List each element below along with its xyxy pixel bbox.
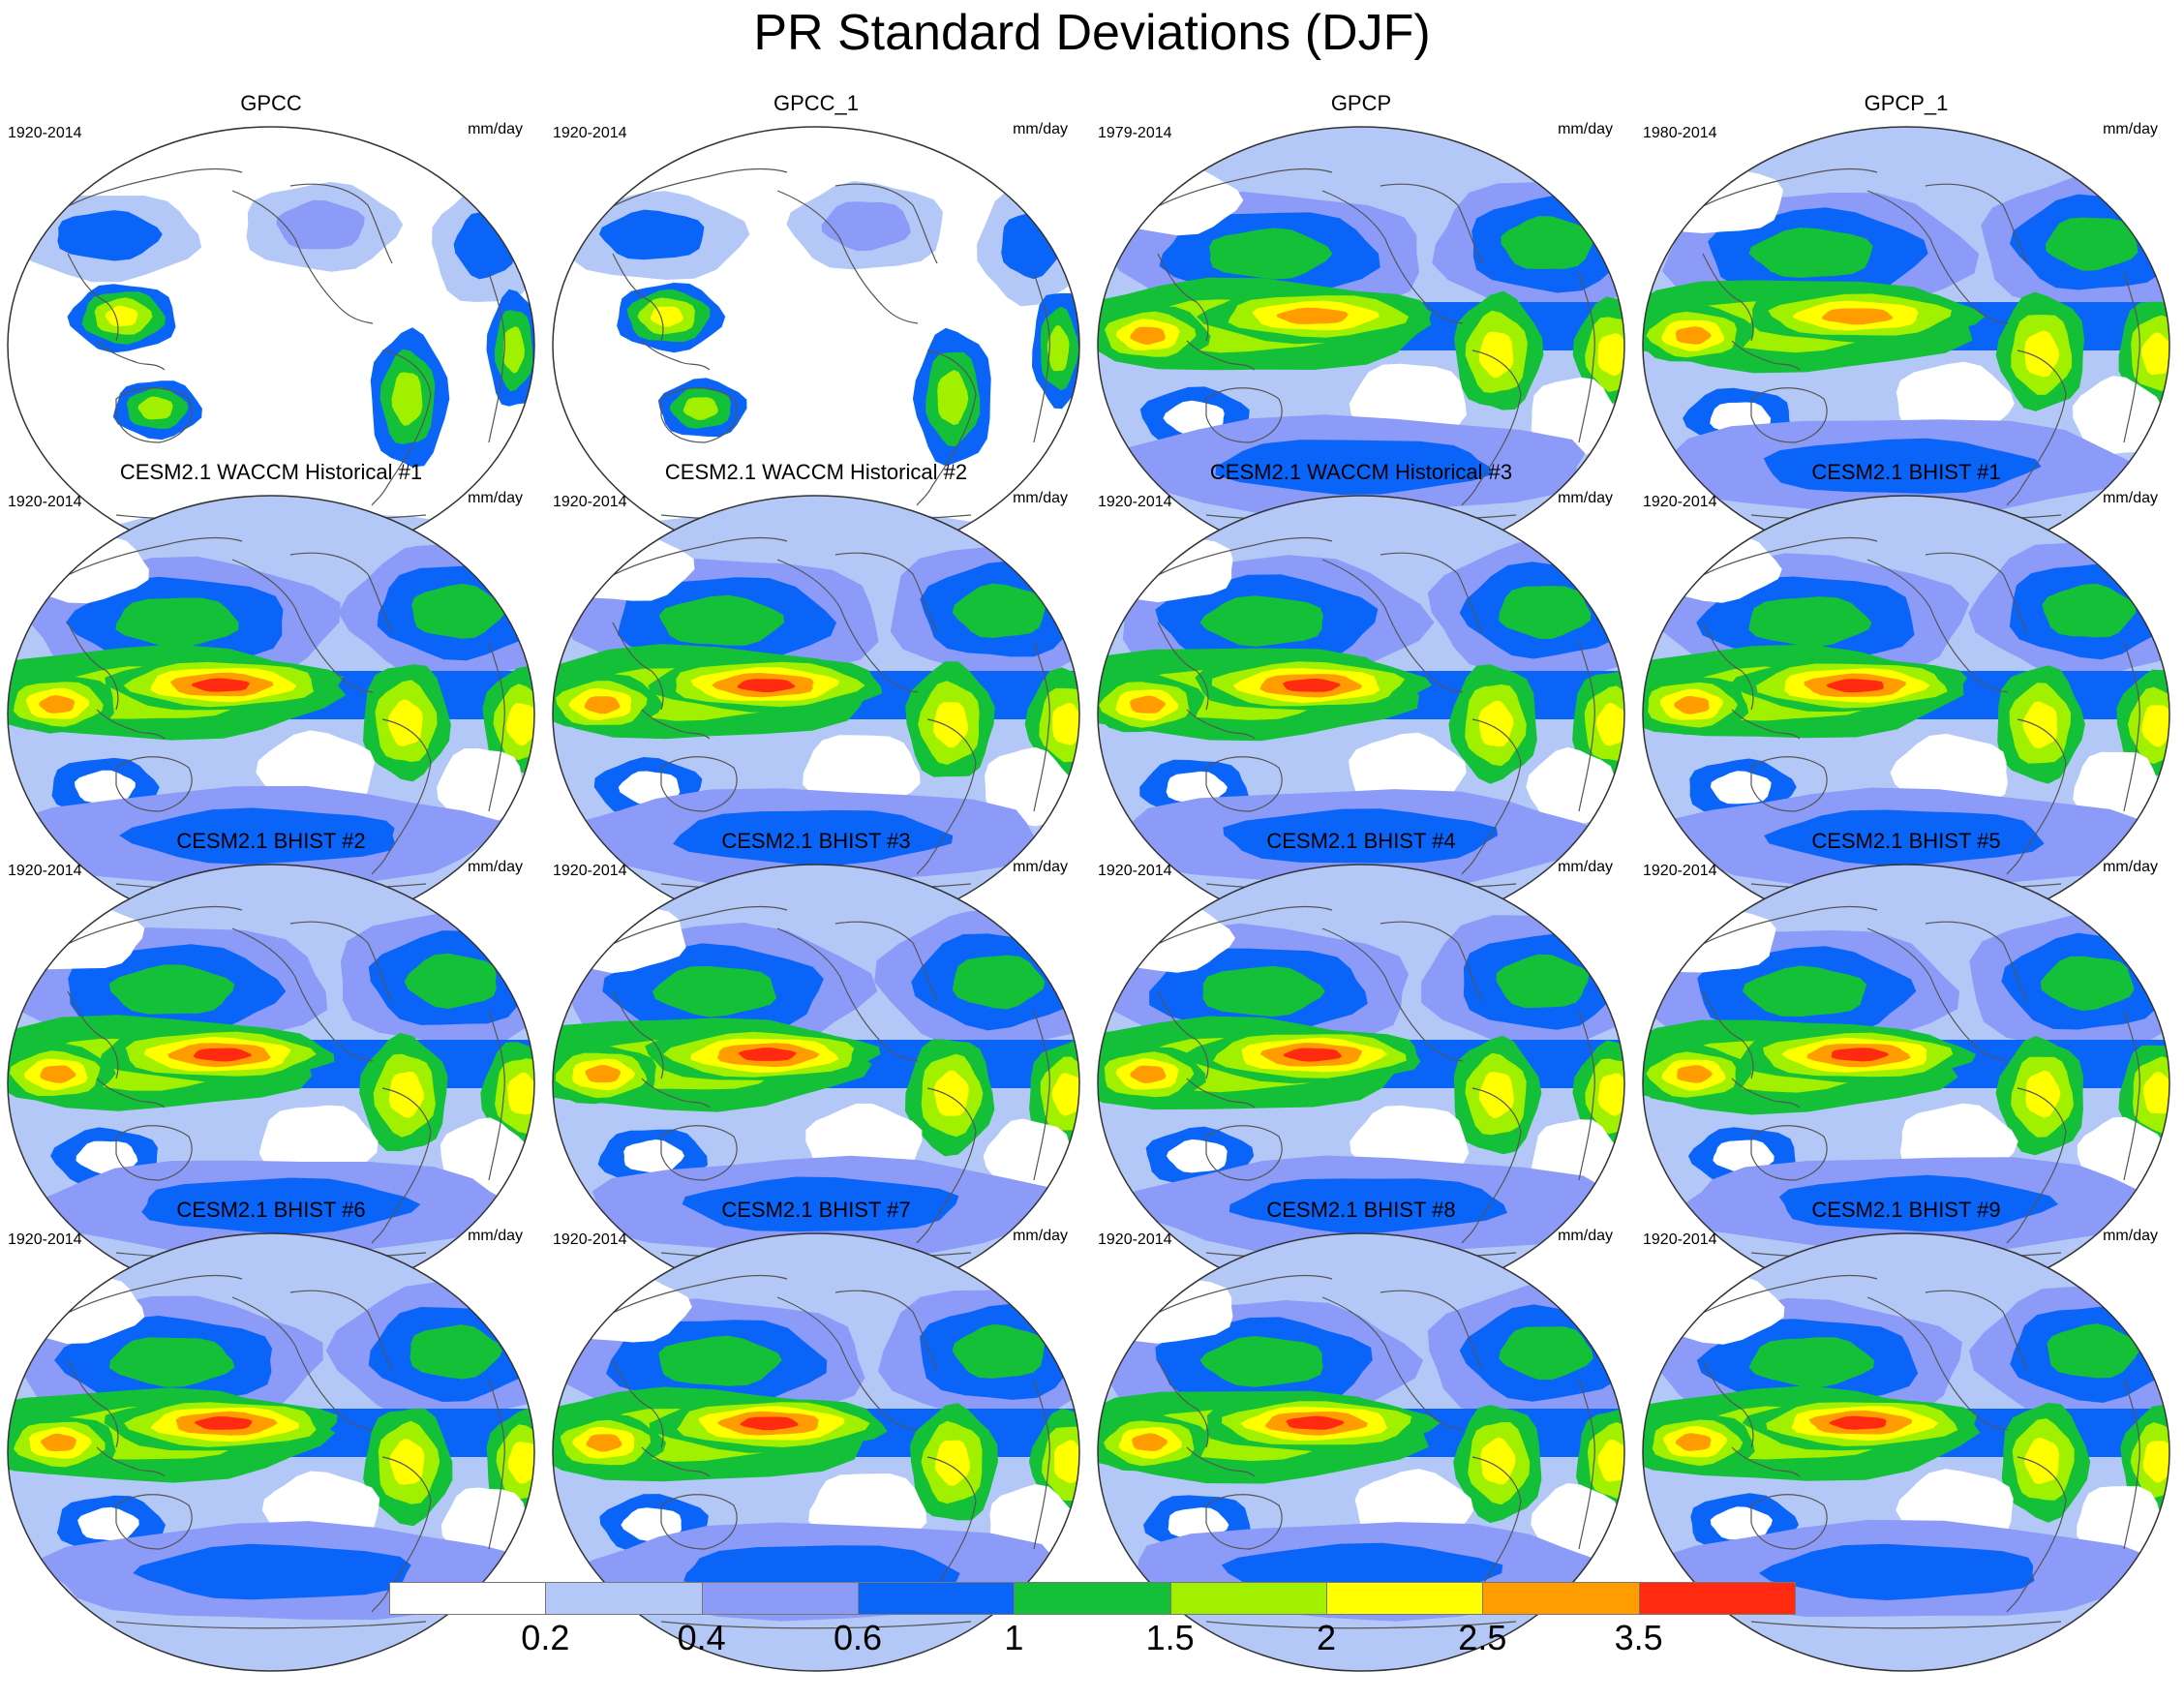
panel-units: mm/day [1558,121,1613,137]
panel-units: mm/day [1558,859,1613,875]
panel-period: 1920-2014 [1098,494,1172,510]
panel-units: mm/day [1558,1228,1613,1244]
colorbar [389,1582,1796,1617]
panel-title: CESM2.1 BHIST #7 [721,1198,911,1222]
panel-units: mm/day [468,490,523,506]
panel-period: 1920-2014 [553,125,627,141]
panel-title: CESM2.1 BHIST #3 [721,829,911,853]
panel-period: 1920-2014 [8,1231,82,1248]
map-panel: CESM2.1 BHIST #6 1920-2014 mm/day [0,1198,542,1701]
map-panel: CESM2.1 WACCM Historical #2 1920-2014 mm… [545,460,1087,963]
panel-title: CESM2.1 BHIST #1 [1811,460,2001,484]
colorbar-swatch [1169,1582,1327,1615]
map-panel: CESM2.1 BHIST #4 1920-2014 mm/day [1090,829,1632,1332]
panel-period: 1920-2014 [8,863,82,879]
world-map [7,495,535,934]
panel-units: mm/day [468,121,523,137]
panel-period: 1920-2014 [8,125,82,141]
colorbar-tick-label: 3.5 [1614,1618,1663,1657]
world-map [1097,864,1625,1303]
panel-title: CESM2.1 BHIST #8 [1266,1198,1456,1222]
world-map [1642,126,2170,565]
panel-period: 1920-2014 [1643,494,1717,510]
panel-units: mm/day [2103,121,2158,137]
panel-units: mm/day [1013,121,1068,137]
panel-period: 1920-2014 [1098,1231,1172,1248]
panel-title: GPCC_1 [773,91,860,115]
world-map [1642,495,2170,934]
world-map [1097,495,1625,934]
world-map [1097,126,1625,565]
panel-units: mm/day [1013,490,1068,506]
world-map [7,126,535,565]
colorbar-swatch [1482,1582,1640,1615]
panel-period: 1920-2014 [553,494,627,510]
panel-units: mm/day [1013,859,1068,875]
colorbar-swatch [701,1582,859,1615]
panel-title: CESM2.1 BHIST #6 [176,1198,366,1222]
panel-title: CESM2.1 BHIST #2 [176,829,366,853]
panel-title: GPCP [1330,91,1392,115]
panel-units: mm/day [1013,1228,1068,1244]
colorbar-tick-label: 0.4 [677,1618,726,1657]
colorbar-swatch [858,1582,1016,1615]
panel-title: CESM2.1 WACCM Historical #3 [1209,460,1513,484]
world-map [7,864,535,1303]
panel-period: 1920-2014 [1643,1231,1717,1248]
panel-units: mm/day [468,1228,523,1244]
map-panel: CESM2.1 BHIST #9 1920-2014 mm/day [1635,1198,2177,1701]
map-panel: GPCP_1 1980-2014 mm/day [1635,91,2177,594]
panel-title: CESM2.1 BHIST #5 [1811,829,2001,853]
colorbar-swatch [1638,1582,1796,1615]
map-panel: CESM2.1 BHIST #1 1920-2014 mm/day [1635,460,2177,963]
panel-title: GPCC [240,91,302,115]
world-map [1097,1232,1625,1672]
panel-period: 1920-2014 [1643,863,1717,879]
figure-title: PR Standard Deviations (DJF) [753,5,1431,61]
panel-units: mm/day [1558,490,1613,506]
panel-units: mm/day [2103,859,2158,875]
panel-units: mm/day [2103,1228,2158,1244]
panel-period: 1920-2014 [8,494,82,510]
colorbar-swatch [1014,1582,1171,1615]
map-panel: CESM2.1 BHIST #3 1920-2014 mm/day [545,829,1087,1332]
world-map [7,1232,535,1672]
panel-period: 1920-2014 [1098,863,1172,879]
panel-title: CESM2.1 WACCM Historical #2 [664,460,968,484]
panel-title: GPCP_1 [1864,91,1949,115]
world-map [552,495,1080,934]
panel-title: CESM2.1 BHIST #9 [1811,1198,2001,1222]
colorbar-tick-label: 0.6 [833,1618,883,1657]
panel-period: 1920-2014 [553,863,627,879]
colorbar-tick-label: 2.5 [1458,1618,1507,1657]
map-panel: GPCC 1920-2014 mm/day [0,91,542,594]
colorbar-swatch [1326,1582,1484,1615]
panel-title: CESM2.1 BHIST #4 [1266,829,1456,853]
map-panel: CESM2.1 WACCM Historical #1 1920-2014 mm… [0,460,542,963]
world-map [1642,1232,2170,1672]
panel-period: 1980-2014 [1643,125,1717,141]
panel-units: mm/day [468,859,523,875]
panel-period: 1920-2014 [553,1231,627,1248]
colorbar-tick-label: 0.2 [521,1618,570,1657]
panel-period: 1979-2014 [1098,125,1172,141]
colorbar-tick-label: 1.5 [1145,1618,1195,1657]
colorbar-swatch [545,1582,703,1615]
map-panel: GPCP 1979-2014 mm/day [1090,91,1632,594]
panel-title: CESM2.1 WACCM Historical #1 [119,460,423,484]
map-panel: CESM2.1 BHIST #2 1920-2014 mm/day [0,829,542,1332]
map-panel: CESM2.1 BHIST #8 1920-2014 mm/day [1090,1198,1632,1701]
colorbar-swatch [389,1582,547,1615]
panel-units: mm/day [2103,490,2158,506]
world-map [552,864,1080,1303]
map-panel: CESM2.1 WACCM Historical #3 1920-2014 mm… [1090,460,1632,963]
colorbar-tick-label: 1 [1004,1618,1024,1657]
colorbar-tick-label: 2 [1316,1618,1337,1657]
